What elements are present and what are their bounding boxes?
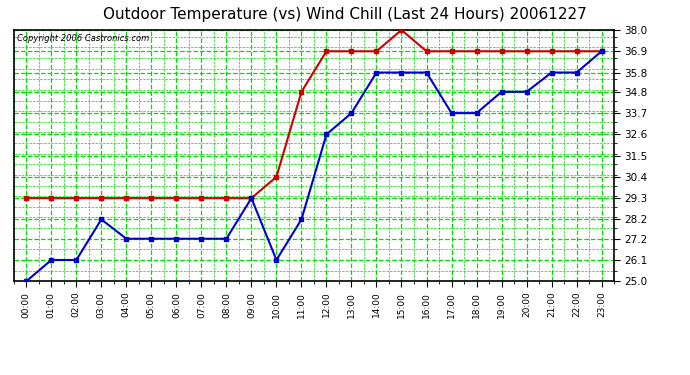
Text: Outdoor Temperature (vs) Wind Chill (Last 24 Hours) 20061227: Outdoor Temperature (vs) Wind Chill (Las… <box>103 8 587 22</box>
Text: Copyright 2006 Castronics.com: Copyright 2006 Castronics.com <box>17 34 149 43</box>
